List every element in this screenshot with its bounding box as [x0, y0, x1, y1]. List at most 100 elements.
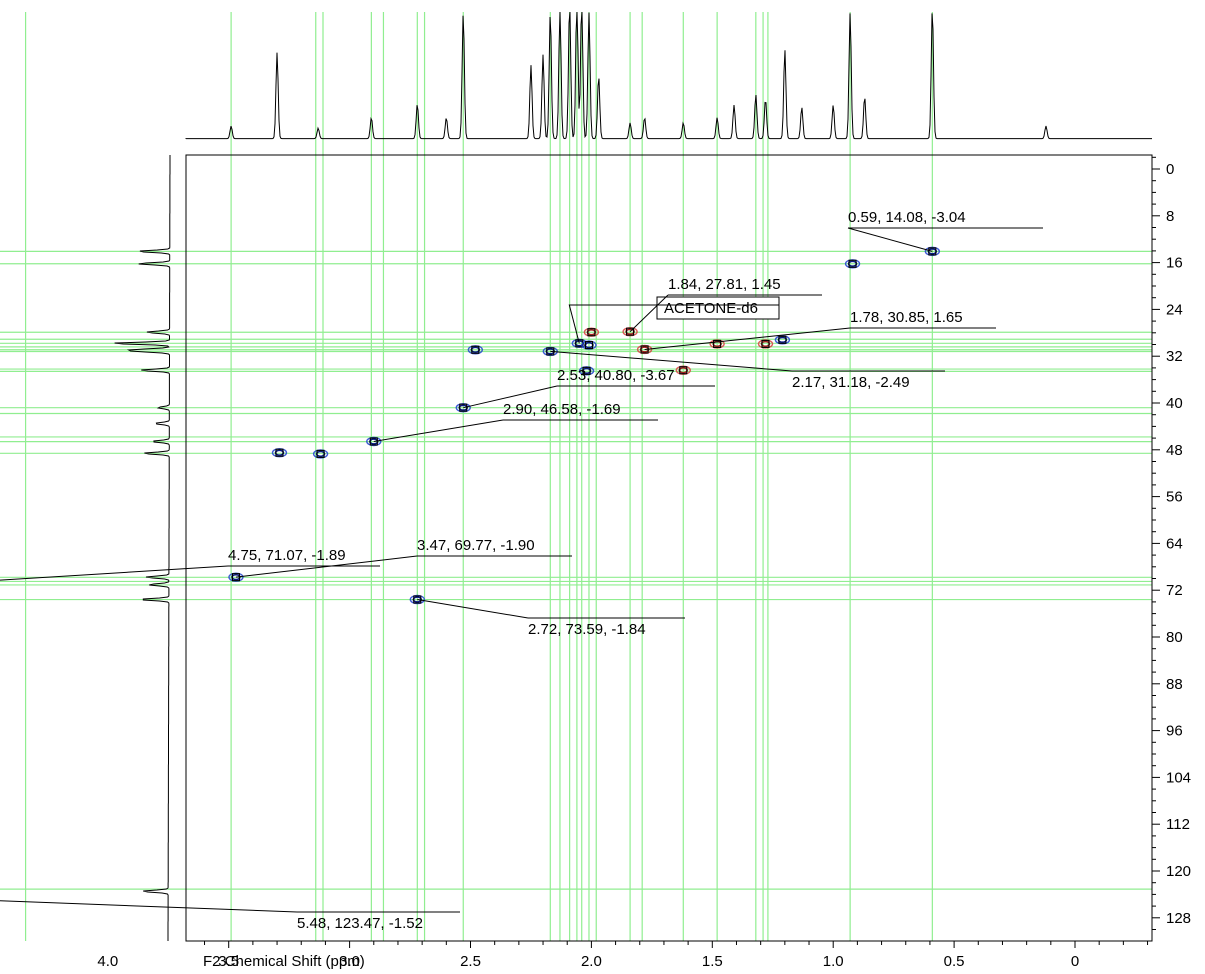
annotation-label: 0.59, 14.08, -3.04 [848, 209, 966, 226]
peak-annotation: 0.59, 14.08, -3.04 [847, 209, 1043, 252]
peak-marker [928, 247, 937, 256]
x-tick-label: 0 [1071, 953, 1079, 970]
annotation-leader [568, 304, 779, 344]
y-tick-label: 0 [1166, 161, 1174, 178]
y-tick-label: 40 [1166, 395, 1183, 412]
annotation-leader [0, 900, 298, 913]
cross-peaks [228, 246, 941, 605]
y-tick-label: 48 [1166, 442, 1183, 459]
annotation-leader [629, 294, 669, 333]
annotation-label: 5.48, 123.47, -1.52 [297, 915, 423, 932]
annotation-label: 4.75, 71.07, -1.89 [228, 547, 346, 564]
annotation-label: 1.84, 27.81, 1.45 [668, 276, 781, 293]
peak-annotation: 2.17, 31.18, -2.49 [550, 350, 945, 391]
f2-projection-spectrum [185, 11, 1152, 140]
y-tick-label: 104 [1166, 769, 1191, 786]
peak-annotation: 4.75, 71.07, -1.89 [0, 547, 380, 581]
peak-marker [713, 339, 722, 348]
peak-marker [778, 335, 787, 344]
annotation-label: 2.53, 40.80, -3.67 [557, 367, 675, 384]
x-tick-label: 3.5 [218, 953, 239, 970]
cross-peak [924, 246, 941, 257]
cross-peak [581, 340, 597, 350]
peak-marker [761, 339, 770, 348]
x-tick-label: 1.0 [823, 953, 844, 970]
y-tick-label: 24 [1166, 301, 1183, 318]
peak-annotation: 1.84, 27.81, 1.45 [629, 276, 822, 333]
cross-peak [312, 449, 329, 459]
cross-peak [578, 366, 595, 376]
x-axis: F2 Chemical Shift (ppm) 4.54.03.53.02.52… [97, 940, 1152, 970]
y-tick-label: 8 [1166, 208, 1174, 225]
peak-marker [275, 448, 284, 457]
f2-projection-trace [185, 11, 1152, 140]
peak-marker [316, 449, 325, 458]
cross-peak [622, 326, 638, 337]
annotation-leader [0, 565, 229, 581]
annotation-label: ACETONE-d6 [664, 300, 758, 317]
peak-marker [848, 259, 857, 268]
cross-peak [757, 339, 774, 349]
x-axis-label: F2 Chemical Shift (ppm) [203, 953, 365, 970]
cross-peak [366, 436, 382, 447]
cross-peak [774, 335, 791, 345]
y-tick-label: 96 [1166, 723, 1183, 740]
y-tick-label: 112 [1166, 816, 1190, 833]
y-tick-label: 120 [1166, 863, 1191, 880]
cross-peak [844, 259, 861, 269]
x-tick-label: 0.5 [944, 953, 965, 970]
x-tick-label: 1.5 [702, 953, 723, 970]
y-axis: 0 8 16 24 32 40 48 56 64 72 80 88 96 104 112 120 128 [1152, 156, 1191, 930]
x-tick-label: 4.0 [97, 953, 118, 970]
cross-peak [467, 345, 484, 355]
x-tick-label: 2.0 [581, 953, 602, 970]
annotation-label: 2.17, 31.18, -2.49 [792, 374, 910, 391]
peak-marker [587, 328, 596, 337]
annotation-leader [644, 327, 851, 350]
cross-peak [675, 365, 691, 375]
peak-annotation: ACETONE-d6 [568, 296, 780, 344]
y-tick-label: 32 [1166, 348, 1183, 365]
annotation-label: 1.78, 30.85, 1.65 [850, 309, 963, 326]
y-tick-label: 64 [1166, 535, 1183, 552]
y-tick-label: 16 [1166, 255, 1183, 272]
annotation-label: 3.47, 69.77, -1.90 [417, 537, 535, 554]
cross-peak [271, 448, 288, 458]
peak-marker [679, 366, 688, 375]
annotation-leader [847, 227, 933, 252]
annotation-box [656, 296, 780, 320]
x-tick-label: 2.5 [460, 953, 481, 970]
f1-projection-spectrum [114, 155, 171, 941]
y-tick-label: 88 [1166, 676, 1183, 693]
annotation-label: 2.90, 46.58, -1.69 [503, 401, 621, 418]
annotation-leader [417, 599, 529, 619]
x-tick-label: 3.0 [339, 953, 360, 970]
annotation-leader [235, 555, 418, 578]
cross-peak [455, 402, 471, 413]
peak-marker [471, 345, 480, 354]
y-tick-label: 72 [1166, 582, 1183, 599]
peak-annotation: 2.72, 73.59, -1.84 [417, 599, 685, 638]
y-tick-label: 128 [1166, 910, 1191, 927]
cross-peak [583, 327, 600, 337]
annotation-leader [463, 385, 558, 409]
cross-peak [409, 594, 426, 605]
y-tick-label: 56 [1166, 489, 1183, 506]
peak-annotations: 5.48, 123.47, -1.52 4.75, 71.07, -1.89 3.4… [0, 209, 1043, 932]
grid-lines [0, 12, 1152, 941]
peak-annotation: 2.53, 40.80, -3.67 [463, 367, 715, 409]
f1-projection-trace [114, 155, 171, 941]
peak-marker [459, 403, 468, 412]
peak-annotation: 1.78, 30.85, 1.65 [644, 309, 996, 350]
peak-marker [369, 437, 378, 446]
annotation-leader [373, 419, 504, 442]
peak-annotation: 5.48, 123.47, -1.52 [0, 900, 460, 932]
y-tick-label: 80 [1166, 629, 1183, 646]
annotation-leader [550, 350, 793, 372]
peak-marker [626, 327, 635, 336]
peak-marker [584, 341, 594, 350]
peak-marker [413, 595, 422, 604]
peak-annotation: 3.47, 69.77, -1.90 [235, 537, 572, 578]
peak-annotation: 2.90, 46.58, -1.69 [373, 401, 658, 442]
